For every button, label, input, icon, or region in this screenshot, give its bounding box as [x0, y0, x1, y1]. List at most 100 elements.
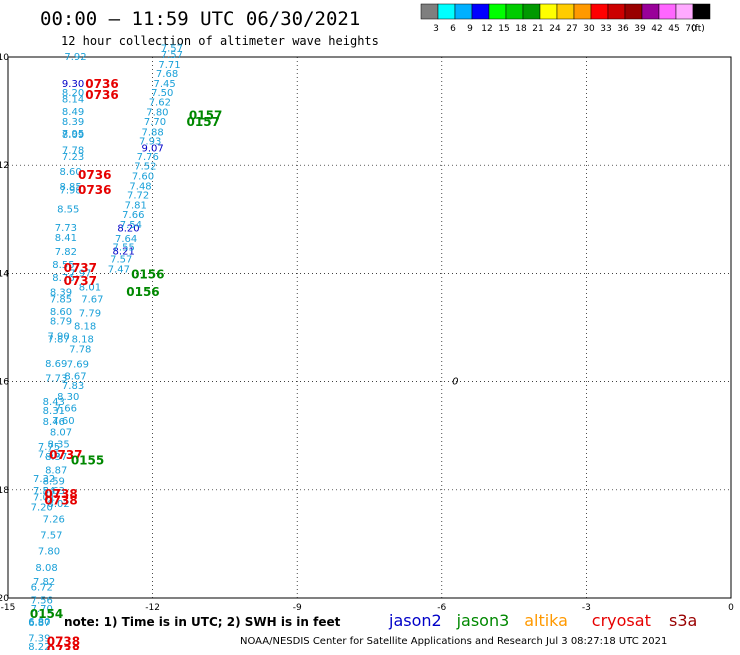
colorbar-swatch — [658, 3, 677, 20]
colorbar-label: 9 — [467, 24, 473, 34]
colorbar-swatch — [675, 3, 694, 20]
colorbar-label: 24 — [549, 24, 561, 34]
colorbar-label: 27 — [566, 24, 577, 34]
swh-observation: 8.60 — [60, 167, 82, 178]
pass-time-label: 0738 — [47, 634, 80, 648]
swh-observation: 7.82 — [55, 247, 77, 258]
colorbar-swatch — [471, 3, 490, 20]
y-tick-label: -10 — [0, 53, 9, 63]
swh-observation: 8.14 — [62, 94, 84, 105]
swh-observation: 8.09 — [62, 130, 84, 141]
y-tick-label: -14 — [0, 269, 9, 279]
colorbar-swatch — [505, 3, 524, 20]
swh-observation: 6.72 — [31, 582, 53, 593]
swh-observation: 7.73 — [55, 223, 77, 234]
pass-time-label: 0738 — [44, 494, 77, 508]
swh-track-point: 7.71 — [158, 60, 180, 71]
pass-time-label: 0738 — [44, 487, 77, 501]
swh-observation: 8.85 — [60, 182, 82, 193]
swh-observation: 7.54 — [33, 486, 55, 497]
swh-observation: 7.92 — [64, 52, 86, 63]
pass-time-label: 0736 — [85, 88, 118, 102]
colorbar-swatch — [420, 3, 439, 20]
pass-time-label: 0736 — [78, 168, 111, 182]
pass-time-label: 0157 — [187, 115, 220, 129]
swh-observation: 7.97 — [69, 269, 91, 280]
colorbar-swatch — [692, 3, 711, 20]
plot-area: -15-12-9-6-30-10-12-14-16-18-207.929.308… — [0, 44, 734, 655]
pass-time-label: 0154 — [30, 607, 63, 621]
swh-track-point: 7.64 — [115, 234, 137, 245]
pass-time-label: 0736 — [78, 183, 111, 197]
swh-observation: 8.76 — [52, 273, 74, 284]
swh-observation: 7.60 — [52, 416, 74, 427]
pass-time-label: 0737 — [64, 261, 97, 275]
swh-track-point: 7.93 — [139, 137, 161, 148]
pass-time-label: 0156 — [126, 285, 159, 299]
plot-frame — [7, 56, 732, 599]
swh-observation: 8.41 — [55, 233, 77, 244]
colorbar-swatch — [437, 3, 456, 20]
swh-observation: 8.20 — [62, 88, 84, 99]
swh-observation: 8.37 — [45, 452, 67, 463]
legend-entry: s3a — [669, 611, 697, 630]
swh-observation: 8.30 — [57, 392, 79, 403]
colorbar: 3 6 9 12 15 18 21 24 27 30 33 36 39 42 45 70(ft) — [420, 3, 711, 34]
colorbar-label: 45 — [668, 24, 679, 34]
colorbar-label: 12 — [481, 24, 492, 34]
colorbar-label: 6 — [450, 24, 456, 34]
swh-track-point: 7.57 — [110, 255, 132, 266]
swh-observation: 7.69 — [67, 360, 89, 371]
swh-observation: 8.21 — [113, 246, 135, 257]
swh-observation: 8.69 — [45, 359, 67, 370]
chart-title: 00:00 – 11:59 UTC 06/30/2021 — [40, 8, 360, 30]
swh-observation: 7.78 — [62, 145, 84, 156]
swh-observation: 9.30 — [62, 79, 84, 90]
swh-observation: 8.39 — [62, 117, 84, 128]
swh-observation: 8.31 — [43, 406, 65, 417]
swh-track-point: 7.88 — [141, 127, 163, 138]
swh-track-point: 7.57 — [161, 50, 183, 61]
colorbar-label: 36 — [617, 24, 629, 34]
x-tick-label: -12 — [145, 603, 160, 613]
swh-track-point: 7.50 — [151, 88, 173, 99]
pass-time-label: 0156 — [131, 267, 164, 281]
swh-observation: 8.60 — [50, 307, 72, 318]
swh-observation: 8.79 — [50, 316, 72, 327]
swh-track-point: 7.68 — [156, 69, 178, 80]
swh-observation: 7.98 — [60, 185, 82, 196]
swh-observation: 8.55 — [57, 204, 79, 215]
credit-line: NOAA/NESDIS Center for Satellite Applica… — [240, 636, 667, 647]
swh-observation: 7.87 — [47, 335, 69, 346]
marker-label: 0 — [452, 377, 458, 388]
swh-observation: 7.70 — [31, 604, 53, 615]
swh-observation: 7.95 — [62, 129, 84, 140]
swh-observation: 7.01 — [33, 493, 55, 504]
colorbar-label: 70 — [685, 24, 697, 34]
swh-track-point: 7.60 — [132, 171, 154, 182]
swh-observation: 7.78 — [69, 344, 91, 355]
x-tick-label: -15 — [1, 603, 16, 613]
swh-observation: 8.59 — [43, 476, 65, 487]
swh-observation: 7.73 — [45, 374, 67, 385]
legend-entry: jason2 — [388, 611, 442, 630]
swh-observation: 7.66 — [55, 403, 77, 414]
swh-observation: 7.26 — [43, 514, 65, 525]
swh-track-point: 7.52 — [134, 162, 156, 173]
colorbar-label: 15 — [498, 24, 509, 34]
colorbar-label: 33 — [600, 24, 611, 34]
swh-observation: 6.87 — [28, 618, 50, 629]
colorbar-swatch — [454, 3, 473, 20]
y-tick-label: -16 — [0, 378, 9, 388]
swh-observation: 8.18 — [72, 335, 94, 346]
swh-observation: 7.56 — [31, 595, 53, 606]
swh-observation: 8.63 — [43, 486, 65, 497]
swh-track-point: 7.81 — [125, 200, 147, 211]
legend-entry: altika — [524, 611, 568, 630]
swh-observation: 8.22 — [28, 642, 50, 650]
legend-entry: cryosat — [592, 611, 651, 630]
swh-observation: 8.67 — [64, 371, 86, 382]
swh-observation: 8.08 — [35, 563, 57, 574]
pass-time-label: 0736 — [85, 77, 118, 91]
